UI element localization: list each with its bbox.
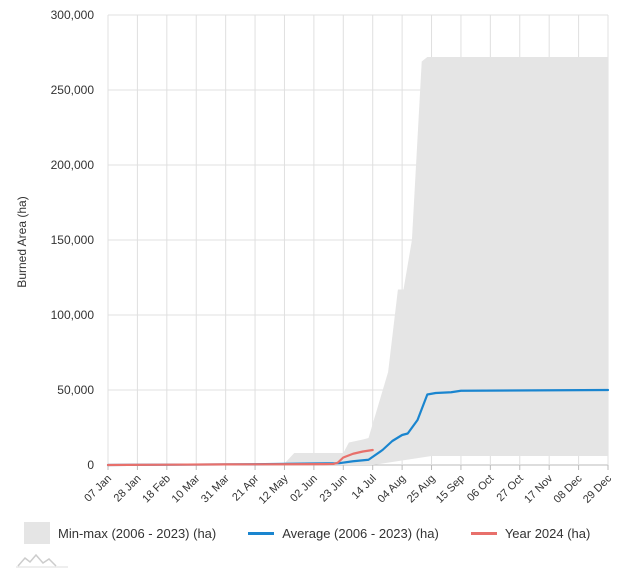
- y-tick-label: 200,000: [51, 158, 95, 172]
- min-max-band: [108, 57, 608, 465]
- y-axis-label: Burned Area (ha): [15, 196, 29, 287]
- x-tick-label: 29 Dec: [581, 472, 614, 505]
- legend-item-year[interactable]: Year 2024 (ha): [470, 525, 591, 541]
- x-tick-label: 06 Oct: [465, 473, 496, 504]
- x-tick-label: 04 Aug: [376, 473, 409, 506]
- x-tick-label: 31 Mar: [199, 472, 232, 505]
- y-tick-label: 50,000: [57, 383, 94, 397]
- x-tick-label: 07 Jan: [82, 473, 114, 505]
- x-tick-label: 23 Jun: [318, 473, 350, 505]
- x-tick-label: 10 Mar: [170, 472, 203, 505]
- legend-label-year: Year 2024 (ha): [504, 525, 591, 541]
- chart-logo-icon: [16, 553, 68, 568]
- year-2024-line: [106, 448, 374, 467]
- legend-swatch-average: [248, 531, 275, 535]
- x-tick-label: 27 Oct: [494, 473, 525, 504]
- x-tick-label: 14 Jul: [350, 473, 379, 502]
- legend-item-average[interactable]: Average (2006 - 2023) (ha): [248, 526, 439, 541]
- burned-area-chart: 0 50,000 100,000 150,000 200,000 250,000 300,0…: [15, 8, 614, 507]
- x-tick-label: 08 Dec: [552, 472, 585, 505]
- x-tick-label: 18 Feb: [140, 473, 173, 506]
- y-tick-label: 100,000: [51, 308, 95, 322]
- series-lines-layer: [106, 388, 610, 467]
- x-tick-label: 25 Aug: [405, 473, 438, 506]
- legend-label-min-max: Min-max (2006 - 2023) (ha): [58, 525, 217, 541]
- legend-item-min-max[interactable]: Min-max (2006 - 2023) (ha): [24, 522, 216, 544]
- legend-swatch-year: [470, 531, 497, 535]
- legend-label-average: Average (2006 - 2023) (ha): [282, 525, 439, 541]
- x-tick-label: 17 Nov: [522, 472, 555, 505]
- x-tick-label: 02 Jun: [288, 473, 320, 505]
- y-axis-ticks: 0 50,000 100,000 150,000 200,000 250,000 300,0…: [51, 8, 95, 472]
- x-tick-label: 12 May: [257, 472, 291, 506]
- y-tick-label: 150,000: [51, 233, 95, 247]
- x-tick-label: 28 Jan: [112, 473, 144, 505]
- y-tick-label: 250,000: [51, 83, 95, 97]
- legend-swatch-min-max: [24, 522, 50, 544]
- chart-legend: Min-max (2006 - 2023) (ha) Average (2006…: [24, 520, 622, 546]
- y-tick-label: 0: [87, 458, 94, 472]
- y-tick-label: 300,000: [51, 8, 95, 22]
- x-tick-label: 15 Sep: [434, 473, 467, 506]
- min-max-band-layer: [108, 57, 608, 465]
